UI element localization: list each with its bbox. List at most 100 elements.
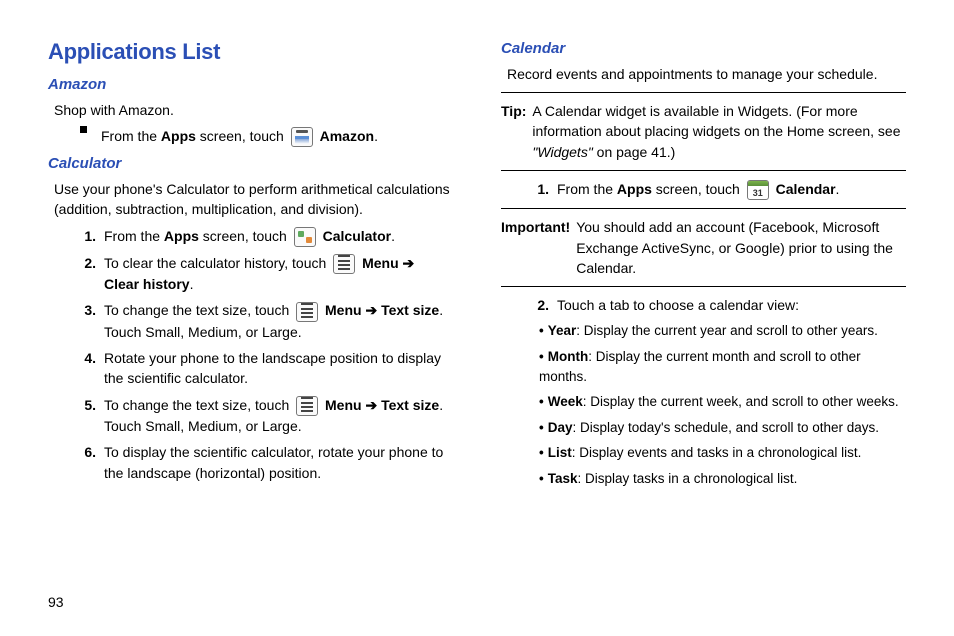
bullet-icon: • <box>539 420 548 435</box>
divider <box>501 286 906 287</box>
step-number: 6. <box>76 442 104 483</box>
text: Rotate your phone to the landscape posit… <box>104 348 453 389</box>
menu-icon <box>296 396 318 416</box>
divider <box>501 208 906 209</box>
tip-label: Tip: <box>501 101 530 162</box>
heading-amazon: Amazon <box>48 74 453 96</box>
step-number: 3. <box>76 300 104 342</box>
text: To display the scientific calculator, ro… <box>104 442 453 483</box>
divider <box>501 92 906 93</box>
calendar-steps: 1. From the Apps screen, touch Calendar. <box>501 179 906 200</box>
text: To clear the calculator history, touch <box>104 255 330 271</box>
list-item: 3. To change the text size, touch Menu ➔… <box>48 300 453 342</box>
list-item: •Day: Display today's schedule, and scro… <box>539 418 906 438</box>
step-number: 5. <box>76 395 104 437</box>
apps-bold: Apps <box>164 228 199 244</box>
step-number: 2. <box>529 295 557 315</box>
list-item: •Task: Display tasks in a chronological … <box>539 469 906 489</box>
view-bold: List <box>548 445 572 460</box>
list-item: •Year: Display the current year and scro… <box>539 321 906 341</box>
view-bold: Week <box>548 394 583 409</box>
view-bold: Day <box>548 420 573 435</box>
left-column: Applications List Amazon Shop with Amazo… <box>48 36 453 494</box>
list-item: 5. To change the text size, touch Menu ➔… <box>48 395 453 437</box>
important-label: Important! <box>501 217 574 278</box>
text: : Display tasks in a chronological list. <box>578 471 798 486</box>
apps-bold: Apps <box>161 128 196 144</box>
step-number: 4. <box>76 348 104 389</box>
list-item: •Week: Display the current week, and scr… <box>539 392 906 412</box>
app-bold: Calculator <box>323 228 391 244</box>
menu-bold: Menu <box>325 397 362 413</box>
apps-bold: Apps <box>617 181 652 197</box>
text: screen, touch <box>652 181 744 197</box>
action-bold: Text size <box>381 397 439 413</box>
text: From the <box>104 228 164 244</box>
list-item: •List: Display events and tasks in a chr… <box>539 443 906 463</box>
arrow-icon: ➔ <box>399 255 415 271</box>
list-item: •Month: Display the current month and sc… <box>539 347 906 386</box>
calendar-steps-cont: 2. Touch a tab to choose a calendar view… <box>501 295 906 315</box>
amazon-app-icon <box>291 127 313 147</box>
heading-calculator: Calculator <box>48 153 453 175</box>
bullet-icon: • <box>539 445 548 460</box>
arrow-icon: ➔ <box>362 302 382 318</box>
text: : Display the current month and scroll t… <box>539 349 861 384</box>
list-item: 1. From the Apps screen, touch Calendar. <box>501 179 906 200</box>
calculator-steps: 1. From the Apps screen, touch Calculato… <box>48 226 453 483</box>
text: : Display the current week, and scroll t… <box>583 394 899 409</box>
square-bullet-icon <box>80 126 87 133</box>
calendar-views-list: •Year: Display the current year and scro… <box>501 321 906 488</box>
divider <box>501 170 906 171</box>
text: : Display events and tasks in a chronolo… <box>572 445 862 460</box>
right-column: Calendar Record events and appointments … <box>501 36 906 494</box>
text: . <box>374 128 378 144</box>
important-note: Important! You should add an account (Fa… <box>501 217 906 278</box>
step-number: 2. <box>76 253 104 295</box>
app-bold: Calendar <box>776 181 836 197</box>
bullet-icon: • <box>539 323 548 338</box>
menu-bold: Menu <box>362 255 399 271</box>
calendar-intro: Record events and appointments to manage… <box>507 64 906 84</box>
text: To change the text size, touch <box>104 302 293 318</box>
list-item: 6. To display the scientific calculator,… <box>48 442 453 483</box>
text: . <box>836 181 840 197</box>
cross-reference: "Widgets" <box>532 144 592 160</box>
calculator-app-icon <box>294 227 316 247</box>
text: You should add an account (Facebook, Mic… <box>574 217 906 278</box>
text: A Calendar widget is available in Widget… <box>532 103 900 139</box>
heading-calendar: Calendar <box>501 38 906 60</box>
amazon-intro: Shop with Amazon. <box>54 100 453 120</box>
step-number: 1. <box>76 226 104 247</box>
text: To change the text size, touch <box>104 397 293 413</box>
view-bold: Year <box>548 323 577 338</box>
bullet-icon: • <box>539 349 548 364</box>
text: screen, touch <box>196 128 288 144</box>
text: From the <box>101 128 161 144</box>
text: Touch a tab to choose a calendar view: <box>557 295 906 315</box>
page-title: Applications List <box>48 36 453 68</box>
menu-bold: Menu <box>325 302 362 318</box>
text: screen, touch <box>199 228 291 244</box>
list-item: 2. To clear the calculator history, touc… <box>48 253 453 295</box>
list-item: 1. From the Apps screen, touch Calculato… <box>48 226 453 247</box>
text: . <box>190 276 194 292</box>
amazon-step: From the Apps screen, touch Amazon. <box>76 126 453 147</box>
arrow-icon: ➔ <box>362 397 382 413</box>
bullet-icon: • <box>539 394 548 409</box>
step-number: 1. <box>529 179 557 200</box>
list-item: 4. Rotate your phone to the landscape po… <box>48 348 453 389</box>
view-bold: Task <box>548 471 578 486</box>
text: : Display the current year and scroll to… <box>576 323 878 338</box>
menu-icon <box>333 254 355 274</box>
text: . <box>391 228 395 244</box>
calendar-app-icon <box>747 180 769 200</box>
text: on page 41.) <box>593 144 676 160</box>
text: From the <box>557 181 617 197</box>
list-item: 2. Touch a tab to choose a calendar view… <box>501 295 906 315</box>
menu-icon <box>296 302 318 322</box>
app-bold: Amazon <box>320 128 374 144</box>
text: : Display today's schedule, and scroll t… <box>573 420 880 435</box>
action-bold: Text size <box>381 302 439 318</box>
view-bold: Month <box>548 349 588 364</box>
